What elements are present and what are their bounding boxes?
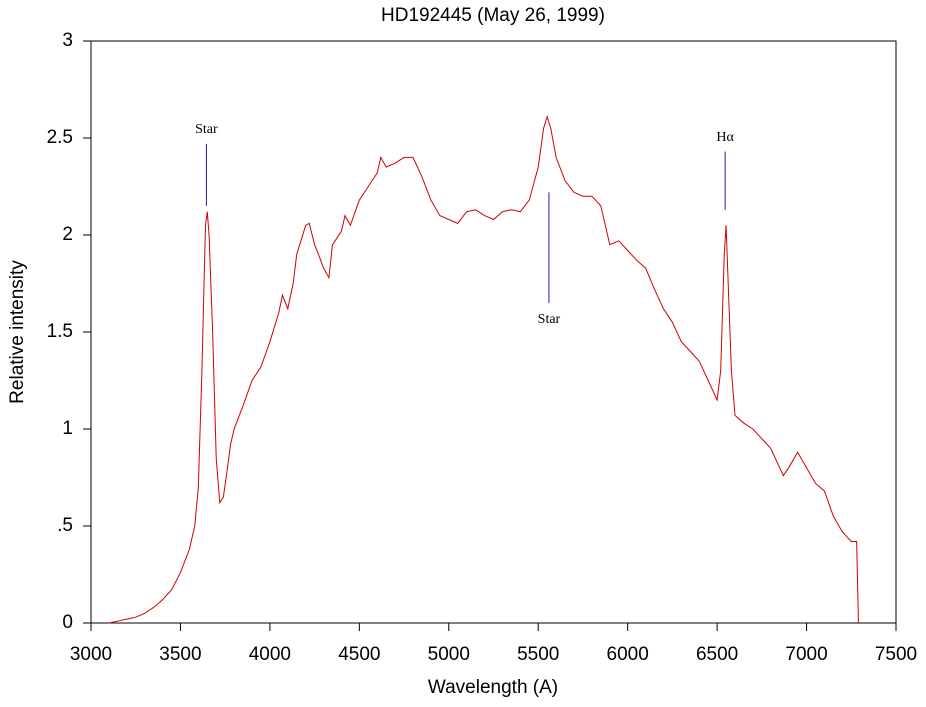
y-tick-label: 2.5: [47, 127, 73, 148]
spectrum-line: [108, 114, 859, 624]
y-tick-label: .5: [57, 515, 73, 536]
y-tick-label: 1.5: [47, 321, 73, 342]
y-axis-label: Relative intensity: [7, 260, 28, 404]
chart-title: HD192445 (May 26, 1999): [381, 5, 605, 26]
y-tick-label: 1: [62, 418, 73, 439]
x-tick-label: 6500: [696, 644, 738, 665]
x-tick-label: 7500: [875, 644, 917, 665]
x-tick-label: 3500: [159, 644, 201, 665]
x-axis-label: Wavelength (A): [428, 677, 558, 698]
annotation-label: Star: [538, 312, 561, 327]
y-tick-label: 2: [62, 224, 73, 245]
x-tick-label: 5500: [517, 644, 559, 665]
y-tick-label: 3: [62, 30, 73, 51]
y-tick-label: 0: [62, 612, 73, 633]
x-tick-label: 7000: [785, 644, 827, 665]
x-tick-label: 3000: [70, 644, 112, 665]
x-tick-label: 4500: [338, 644, 380, 665]
x-tick-label: 4000: [249, 644, 291, 665]
annotation-label: Star: [195, 122, 218, 137]
annotation-label: Hα: [716, 130, 734, 145]
x-tick-label: 6000: [607, 644, 649, 665]
x-tick-label: 5000: [428, 644, 470, 665]
